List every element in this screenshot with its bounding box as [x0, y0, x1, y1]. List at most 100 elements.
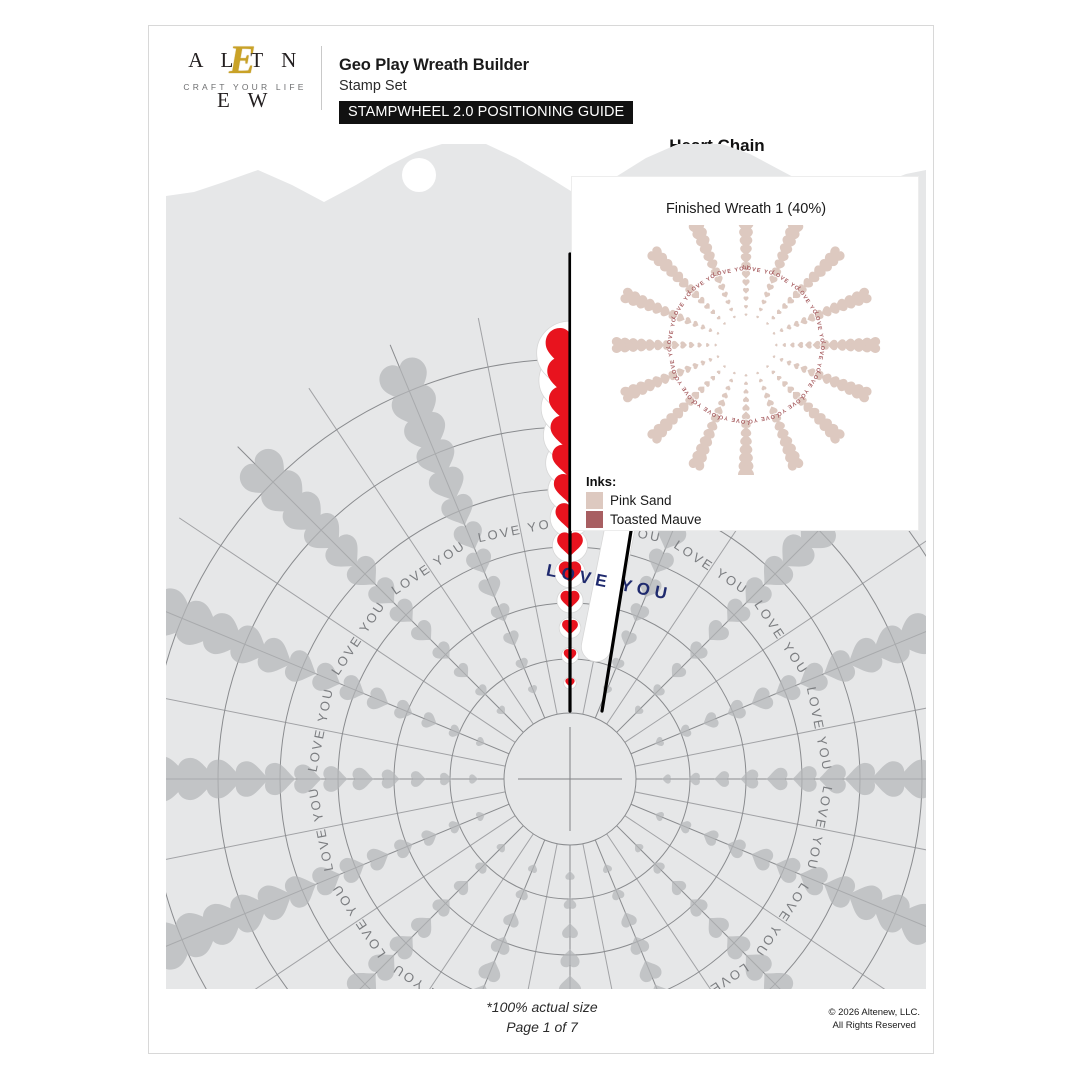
wreath-heart [721, 291, 730, 299]
wreath-heart [700, 324, 707, 331]
wreath-heart [780, 379, 789, 388]
wreath-heart [703, 302, 712, 311]
wreath-heart [703, 379, 712, 388]
wreath-heart [716, 369, 722, 375]
altenew-logo: A L T N E W E CRAFT YOUR LIFE [169, 37, 317, 112]
logo-letters: A L T N E W [188, 48, 303, 112]
wreath-heart [708, 327, 714, 333]
wreath-heart [717, 282, 727, 292]
ink-name-toasted-mauve: Toasted Mauve [610, 512, 702, 527]
wreath-heart [774, 343, 778, 347]
wreath-heart [785, 359, 792, 366]
wreath-heart [772, 354, 776, 359]
grid-spoke-half-2 [624, 517, 926, 743]
wreath-heart [804, 341, 812, 349]
wreath-arm-14 [645, 244, 727, 326]
wreath-heart [760, 384, 767, 391]
logo-wordmark: A L T N E W E [169, 37, 317, 112]
wreath-heart [775, 374, 783, 382]
grid-spoke-9 [389, 839, 546, 989]
wreath-heart [742, 396, 750, 403]
wreath-heart [709, 374, 717, 382]
wreath-heart [770, 315, 776, 321]
wreath-heart [697, 342, 703, 348]
wheel-center-crosshair [518, 727, 622, 831]
wreath-arm-10 [645, 364, 727, 446]
wreath-heart [792, 361, 800, 370]
ink-row-pink-sand: Pink Sand [586, 492, 702, 509]
wreath-heart [785, 324, 792, 331]
page-number: Page 1 of 7 [506, 1019, 578, 1036]
wreath-heart [762, 391, 771, 399]
wreath-heart [770, 369, 776, 375]
ampersand-monogram-icon: E [229, 37, 256, 82]
wreath-heart [742, 287, 750, 294]
wreath-heart [744, 313, 748, 317]
wreath-heart [700, 359, 707, 366]
grid-spoke-half-8 [477, 843, 558, 989]
wreath-heart [762, 291, 771, 299]
page-footer: *100% actual size Page 1 of 7 © 2026 Alt… [149, 986, 933, 1053]
wreath-heart [709, 308, 717, 316]
wreath-heart [760, 299, 767, 306]
wreath-heart [765, 321, 770, 326]
wreath-heart [758, 307, 764, 313]
actual-size-note: *100% actual size Page 1 of 7 [392, 997, 692, 1038]
wreath-heart [755, 371, 760, 375]
grid-spoke-half-14 [308, 387, 534, 725]
wreath-heart [722, 321, 727, 326]
logo-tagline: CRAFT YOUR LIFE [183, 82, 307, 92]
wreath-heart [692, 361, 700, 370]
wreath-heart [716, 331, 720, 336]
grid-spoke-half-12 [166, 686, 506, 767]
wreath-heart [743, 296, 749, 302]
wreath-heart [705, 343, 710, 347]
ink-swatch-pink-sand [586, 492, 603, 509]
ink-legend: Inks: Pink Sand Toasted Mauve [586, 474, 702, 528]
wreath-heart [742, 403, 750, 411]
wreath-heart [780, 302, 789, 311]
title-block: Geo Play Wreath Builder Stamp Set STAMPW… [339, 56, 634, 124]
grid-spoke-half-7 [582, 843, 663, 989]
wreath-arm-6 [765, 364, 847, 446]
wreath-heart [799, 316, 809, 326]
copyright-notice: © 2026 Altenew, LLC. All Rights Reserved [828, 1007, 920, 1033]
wreath-heart [758, 377, 764, 383]
ink-name-pink-sand: Pink Sand [610, 493, 672, 508]
wreath-heart [743, 388, 749, 394]
header-divider [321, 46, 322, 110]
grid-spoke-half-6 [606, 833, 832, 989]
wreath-heart [744, 373, 748, 377]
ink-row-toasted-mauve: Toasted Mauve [586, 511, 702, 528]
copyright-line-1: © 2026 Altenew, LLC. [828, 1007, 920, 1018]
guide-page: A L T N E W E CRAFT YOUR LIFE Geo Play W… [148, 25, 934, 1054]
guide-type-badge: STAMPWHEEL 2.0 POSITIONING GUIDE [339, 101, 634, 124]
wreath-heart [765, 398, 775, 408]
wreath-heart [772, 331, 776, 336]
wreath-heart [728, 307, 734, 313]
wreath-heart [778, 357, 784, 363]
wreath-heart [744, 304, 748, 309]
wreath-heart [792, 320, 800, 329]
wreath-heart [683, 316, 693, 326]
tag-hang-hole [402, 158, 436, 192]
wreath-heart [725, 384, 732, 391]
inks-label: Inks: [586, 474, 617, 489]
wreath-arm-12 [611, 337, 718, 353]
wreath-heart [722, 364, 727, 369]
wreath-heart [692, 320, 700, 329]
grid-spoke-half-3 [634, 686, 926, 767]
wreath-heart [717, 398, 727, 408]
product-title: Geo Play Wreath Builder [339, 56, 529, 74]
grid-spoke-half-11 [166, 791, 506, 872]
wreath-heart [782, 343, 787, 347]
wreath-heart [755, 315, 760, 319]
copyright-line-2: All Rights Reserved [832, 1019, 916, 1031]
product-subtitle: Stamp Set [339, 78, 407, 94]
wreath-heart [799, 364, 809, 374]
wreath-heart [732, 371, 737, 375]
grid-spoke-7 [594, 839, 751, 989]
wreath-heart [728, 377, 734, 383]
